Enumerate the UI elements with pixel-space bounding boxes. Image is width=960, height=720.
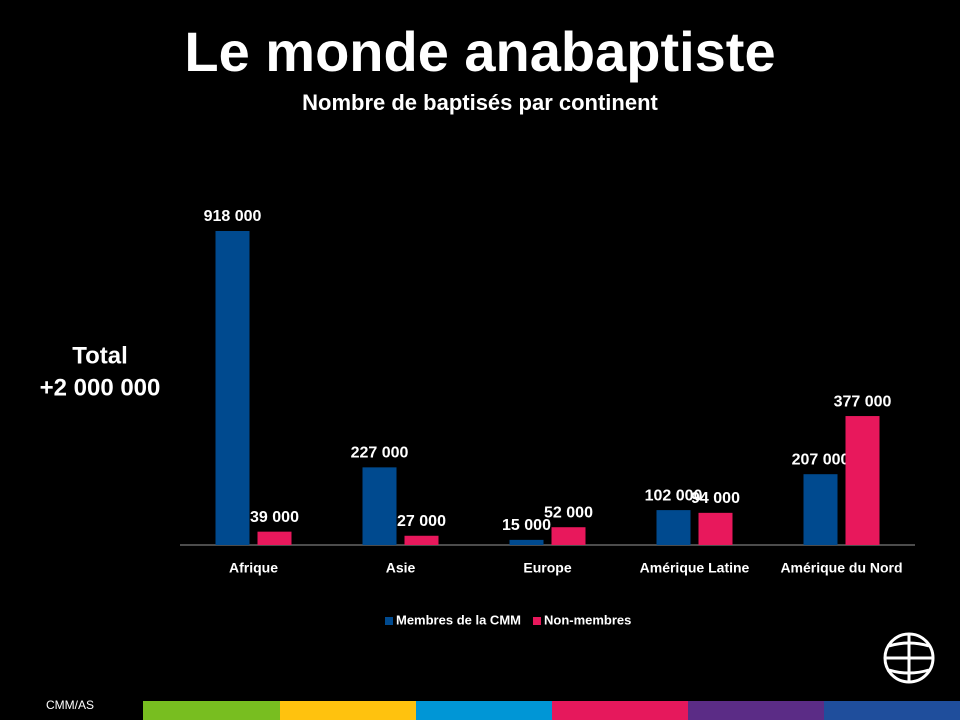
bar — [404, 535, 439, 545]
value-label: 27 000 — [397, 513, 446, 530]
legend-swatch — [532, 617, 541, 625]
value-label: 918 000 — [204, 208, 262, 225]
value-label: 39 000 — [250, 509, 299, 526]
bar — [509, 539, 544, 545]
value-label: 52 000 — [544, 504, 593, 521]
x-tick-label: Afrique — [229, 560, 278, 576]
x-tick-label: Amérique du Nord — [780, 560, 902, 576]
x-tick-label: Asie — [386, 560, 416, 576]
bar — [362, 467, 397, 545]
x-tick-label: Europe — [523, 560, 571, 576]
annotation: Total — [72, 342, 128, 369]
bar — [698, 512, 733, 545]
chart-title: Le monde anabaptiste — [184, 20, 775, 83]
bar — [215, 231, 250, 545]
value-label: 207 000 — [792, 451, 850, 468]
bar — [656, 510, 691, 545]
value-label: 15 000 — [502, 517, 551, 534]
bar — [551, 527, 586, 545]
value-label: 377 000 — [834, 393, 892, 410]
color-stripe — [143, 701, 960, 720]
bar — [257, 531, 292, 545]
value-label: 94 000 — [691, 490, 740, 507]
chart-subtitle: Nombre de baptisés par continent — [302, 90, 658, 115]
annotation: +2 000 000 — [40, 374, 161, 401]
x-tick-label: Amérique Latine — [640, 560, 750, 576]
legend-label: Membres de la CMM — [396, 612, 521, 627]
value-label: 227 000 — [351, 445, 409, 462]
legend-label: Non-membres — [544, 612, 631, 627]
bar — [803, 474, 838, 545]
value-label: 102 000 — [645, 487, 703, 504]
footer: CMM/AS — [46, 698, 94, 712]
logo — [883, 632, 935, 684]
bar — [845, 416, 880, 545]
legend-swatch — [385, 617, 393, 625]
